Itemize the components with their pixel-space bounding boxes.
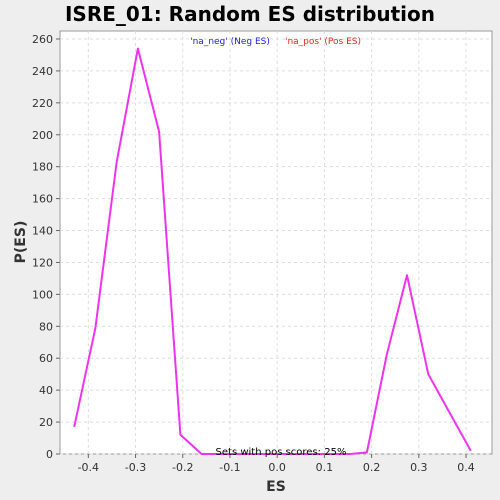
x-axis-label: ES (266, 479, 286, 495)
y-tick-label: 0 (46, 448, 53, 461)
series-layer (73, 47, 472, 455)
pos-scores-annotation: Sets with pos scores: 25% (216, 447, 347, 458)
y-tick-label: 140 (32, 225, 53, 238)
x-tick-label: -0.3 (125, 461, 146, 474)
y-tick-label: 20 (39, 416, 53, 429)
grid-lines (60, 31, 492, 455)
legend: 'na_neg' (Neg ES) 'na_pos' (Pos ES) (190, 37, 361, 47)
x-tick-label: -0.1 (219, 461, 240, 474)
y-tick-label: 260 (32, 33, 53, 46)
x-tick-label: -0.2 (172, 461, 193, 474)
x-tick-label: 0.0 (268, 461, 286, 474)
y-tick-label: 80 (39, 320, 53, 333)
y-tick-label: 160 (32, 193, 53, 206)
plot-area (59, 30, 493, 455)
chart-title: ISRE_01: Random ES distribution (65, 2, 435, 26)
y-tick-label: 240 (32, 65, 53, 78)
legend-entry: 'na_pos' (Pos ES) (285, 37, 361, 47)
plot-background (59, 30, 493, 455)
y-tick-label: 200 (32, 129, 53, 142)
y-tick-label: 40 (39, 384, 53, 397)
y-tick-label: 220 (32, 97, 53, 110)
x-axis: -0.4 -0.3 -0.2 -0.1 0.0 0.1 0.2 0.3 0.4 (78, 454, 475, 474)
x-tick-label: 0.2 (363, 461, 381, 474)
y-tick-label: 120 (32, 256, 53, 269)
x-tick-label: -0.4 (78, 461, 99, 474)
x-tick-label: 0.4 (457, 461, 475, 474)
legend-entry: 'na_neg' (Neg ES) (190, 37, 270, 47)
y-tick-label: 100 (32, 288, 53, 301)
y-tick-label: 180 (32, 161, 53, 174)
series-line (73, 47, 472, 455)
y-tick-label: 60 (39, 352, 53, 365)
x-tick-label: 0.1 (316, 461, 334, 474)
x-tick-label: 0.3 (410, 461, 428, 474)
y-axis-label: P(ES) (13, 221, 29, 264)
y-axis: 0 20 40 60 80 100 120 140 160 180 200 220 240 260 (32, 33, 60, 461)
